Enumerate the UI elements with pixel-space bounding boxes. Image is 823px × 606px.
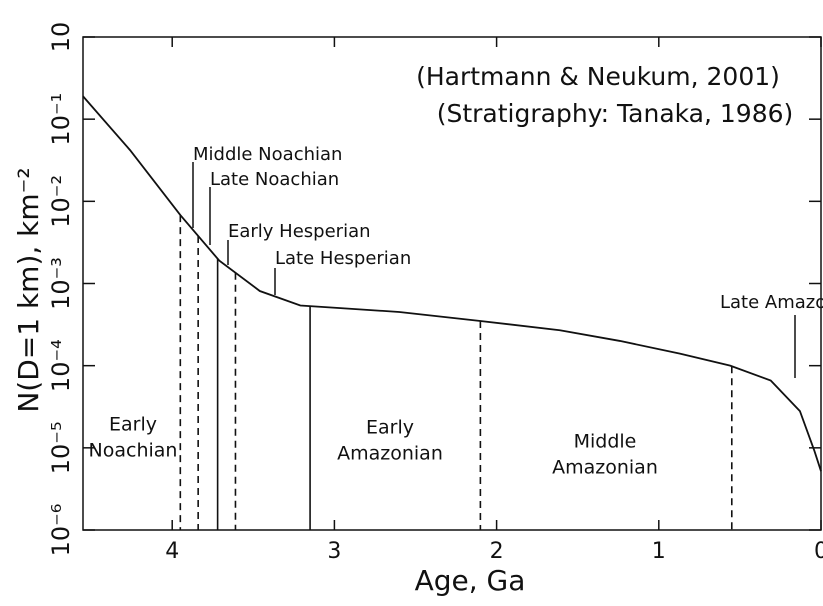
y-tick-label: 10⁻² [47,175,75,228]
y-tick-label: 10⁻⁴ [47,339,75,392]
x-tick-label: 1 [652,539,666,564]
y-tick-label: 10⁻⁶ [47,504,75,557]
x-tick-label: 0 [814,539,823,564]
region-label: Amazonian [337,443,443,465]
period-label: Late Hesperian [275,248,411,269]
annotation: (Hartmann & Neukum, 2001) [416,62,780,91]
y-tick-label: 10⁻³ [47,257,75,310]
region-label: Early [366,417,414,439]
period-label: Early Hesperian [228,221,371,242]
period-label: Late Amazonian [720,292,823,313]
y-tick-label: 10⁻⁵ [47,421,75,474]
region-label: Noachian [89,440,178,462]
region-label: Middle [574,431,637,453]
x-tick-label: 2 [490,539,504,564]
y-axis-label: N(D=1 km), km⁻² [12,167,45,412]
period-label: Late Noachian [210,169,339,190]
annotation: (Stratigraphy: Tanaka, 1986) [437,99,794,128]
y-tick-label: 10 [47,22,75,53]
period-label: Middle Noachian [193,144,342,165]
x-axis-label: Age, Ga [415,564,526,597]
x-tick-label: 3 [327,539,341,564]
x-tick-label: 4 [165,539,179,564]
region-label: Early [109,414,157,436]
y-tick-label: 10⁻¹ [47,93,75,146]
region-label: Amazonian [552,457,658,479]
